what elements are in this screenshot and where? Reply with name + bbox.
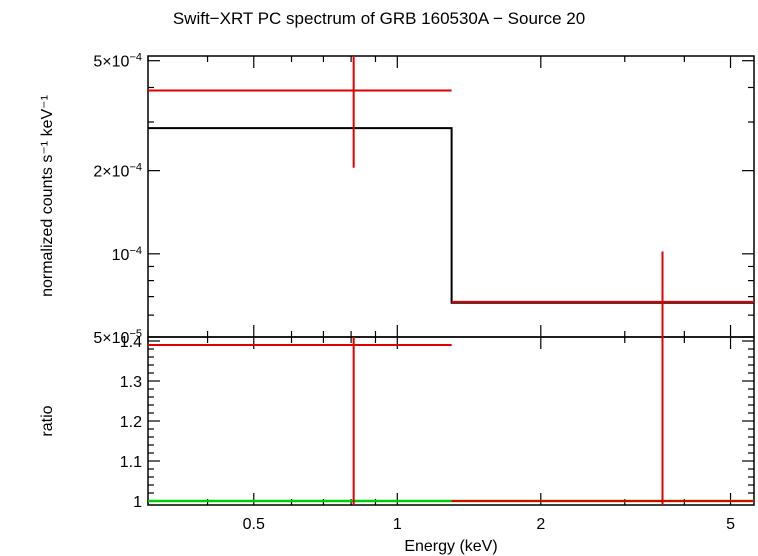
ratio-y-tick-label: 1.1 <box>120 454 142 471</box>
spectrum-y-axis-label: normalized counts s⁻¹ keV⁻¹ <box>39 95 56 297</box>
spectrum-y-tick-label: 5×10−5 <box>93 328 142 347</box>
chart-title: Swift−XRT PC spectrum of GRB 160530A − S… <box>173 9 585 28</box>
ratio-y-tick-label: 1.3 <box>120 374 142 391</box>
ratio-y-tick-label: 1.2 <box>120 414 142 431</box>
x-axis-label: Energy (keV) <box>404 538 497 555</box>
spectrum-y-tick-label: 5×10−4 <box>93 52 142 71</box>
x-tick-label: 0.5 <box>243 516 265 533</box>
ratio-y-axis-label: ratio <box>39 405 56 436</box>
ratio-y-tick-label: 1 <box>133 494 142 511</box>
spectrum-y-tick-label: 10−4 <box>112 245 142 264</box>
x-tick-label: 5 <box>726 516 735 533</box>
x-tick-label: 2 <box>536 516 545 533</box>
spectrum-y-tick-label: 2×10−4 <box>93 162 142 181</box>
x-tick-label: 1 <box>393 516 402 533</box>
ratio-y-tick-label: 1.4 <box>120 334 142 351</box>
